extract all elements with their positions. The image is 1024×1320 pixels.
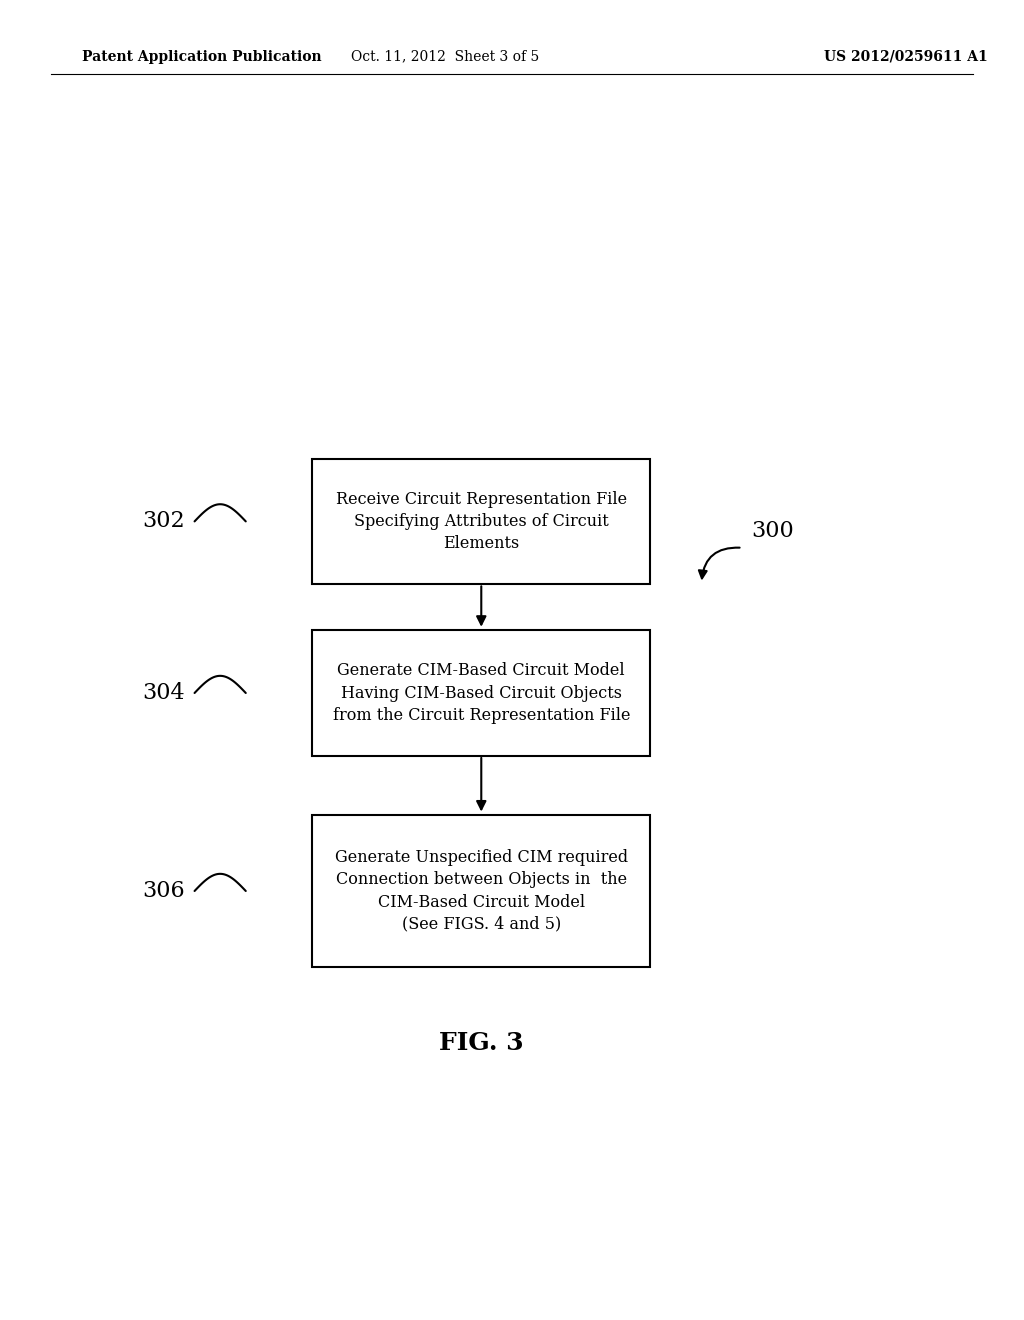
Text: FIG. 3: FIG. 3 [439,1031,523,1055]
Text: Oct. 11, 2012  Sheet 3 of 5: Oct. 11, 2012 Sheet 3 of 5 [351,50,540,63]
Text: 304: 304 [142,682,185,704]
Text: 300: 300 [752,520,795,541]
FancyBboxPatch shape [312,459,650,583]
Text: Patent Application Publication: Patent Application Publication [82,50,322,63]
Text: 302: 302 [142,511,185,532]
FancyBboxPatch shape [312,631,650,755]
FancyBboxPatch shape [312,814,650,966]
Text: Receive Circuit Representation File
Specifying Attributes of Circuit
Elements: Receive Circuit Representation File Spec… [336,491,627,552]
Text: Generate CIM-Based Circuit Model
Having CIM-Based Circuit Objects
from the Circu: Generate CIM-Based Circuit Model Having … [333,663,630,723]
Text: US 2012/0259611 A1: US 2012/0259611 A1 [824,50,988,63]
Text: 306: 306 [142,880,185,902]
Text: Generate Unspecified CIM required
Connection between Objects in  the
CIM-Based C: Generate Unspecified CIM required Connec… [335,849,628,933]
